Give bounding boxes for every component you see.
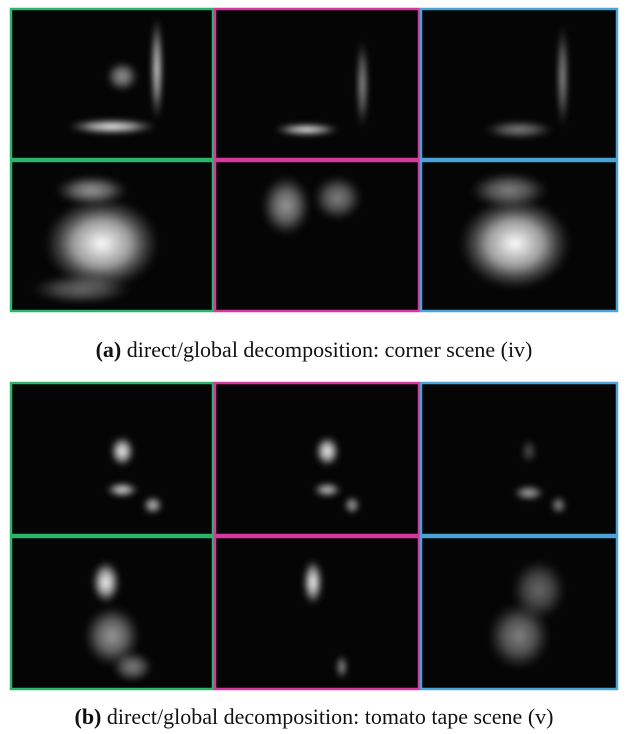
light-region (106, 482, 139, 497)
figure: (a) direct/global decomposition: corner … (0, 0, 628, 734)
light-region (274, 124, 340, 136)
light-region (344, 496, 360, 514)
image-cell (420, 382, 618, 536)
panel-label: (a) (96, 337, 122, 362)
light-region (557, 23, 569, 129)
light-region (106, 61, 139, 91)
image-cell (214, 160, 420, 312)
light-region (513, 485, 545, 500)
light-region (313, 482, 342, 497)
light-region (315, 436, 340, 467)
light-region (67, 119, 157, 134)
light-region (336, 655, 348, 680)
light-region (313, 175, 362, 221)
light-region (303, 559, 324, 605)
light-region (551, 496, 567, 514)
light-region (143, 496, 163, 514)
light-region (356, 38, 368, 129)
light-region (261, 175, 310, 236)
light-region (151, 16, 163, 122)
image-cell (214, 536, 420, 690)
panel-label: (b) (75, 704, 102, 729)
light-region (110, 436, 134, 467)
light-region (470, 172, 549, 208)
light-region (55, 175, 128, 205)
image-cell (214, 8, 420, 160)
light-region (112, 652, 153, 683)
caption-text: direct/global decomposition: corner scen… (127, 337, 533, 362)
light-region (30, 274, 132, 304)
caption-text: direct/global decomposition: tomato tape… (107, 704, 554, 729)
caption-b: (b) direct/global decomposition: tomato … (75, 704, 554, 729)
light-region (460, 198, 571, 289)
light-region (92, 561, 121, 604)
light-region (521, 439, 537, 464)
light-region (511, 559, 566, 621)
light-region (483, 120, 554, 138)
caption-a: (a) direct/global decomposition: corner … (96, 337, 533, 362)
